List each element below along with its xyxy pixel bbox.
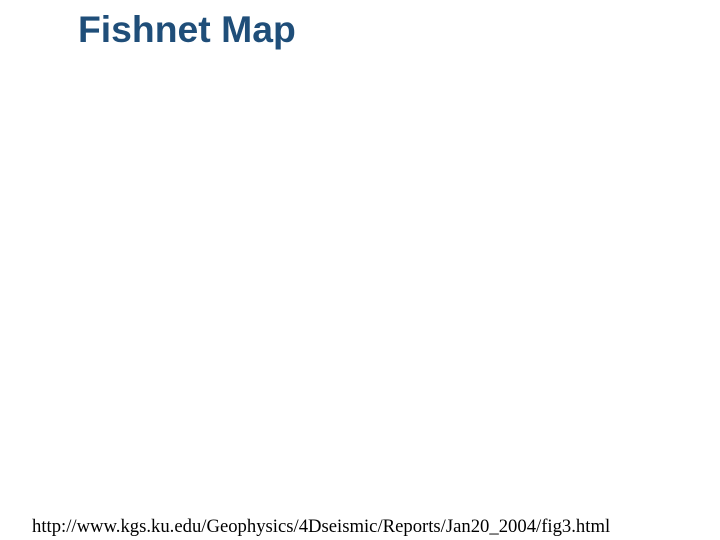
- source-citation: http://www.kgs.ku.edu/Geophysics/4Dseism…: [32, 516, 610, 538]
- fishnet-3d-plot: [18, 26, 702, 506]
